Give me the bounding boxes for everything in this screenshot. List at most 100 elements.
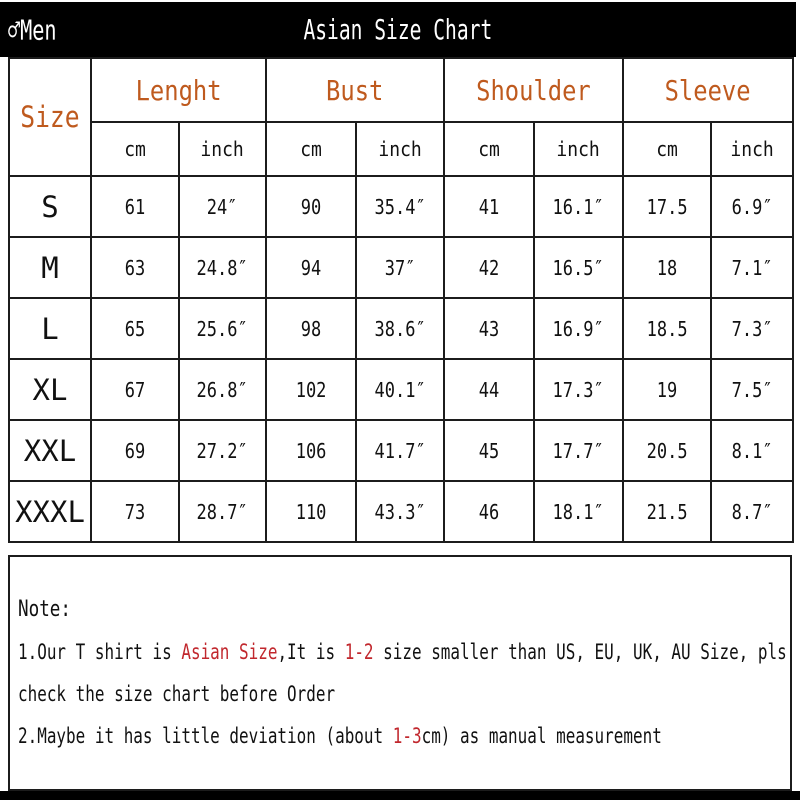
- unit-header-cm: cm: [622, 121, 713, 177]
- value-text: 27.2″: [196, 438, 249, 463]
- header-size: Size: [8, 57, 92, 177]
- note-text-segment: Asian Size: [181, 640, 278, 664]
- note-text-segment: 2.Maybe it has little deviation (about: [18, 724, 393, 748]
- header-shoulder: Shoulder: [442, 57, 625, 123]
- value-text: 17.7″: [552, 438, 605, 463]
- value-cell: 98: [265, 297, 357, 360]
- value-cell: 16.1″: [532, 175, 625, 238]
- size-cell: L: [8, 297, 92, 360]
- note-box: Note: 1.Our T shirt is Asian Size,It is …: [8, 555, 792, 791]
- size-cell: XXL: [8, 419, 92, 482]
- value-cell: 19: [622, 358, 713, 421]
- value-text: 16.9″: [552, 316, 605, 341]
- value-text: 18: [656, 255, 678, 280]
- male-icon: ♂: [8, 13, 21, 46]
- value-cell: 63: [90, 236, 180, 299]
- value-cell: 65: [90, 297, 180, 360]
- value-cell: 90: [265, 175, 357, 238]
- value-text: 7.5″: [731, 377, 773, 402]
- header-sleeve-label: Sleeve: [665, 73, 752, 107]
- men-label: Men: [20, 13, 57, 46]
- header-bust: Bust: [265, 57, 445, 123]
- value-text: 65: [124, 316, 146, 341]
- table-row: XXL 69 27.2″ 106 41.7″ 45 17.7″ 20.5 8.1″: [8, 419, 795, 482]
- value-text: 67: [124, 377, 146, 402]
- size-chart-table: Size Lenght Bust Shoulder Sleeve cm inch…: [8, 57, 795, 543]
- size-label: XXL: [23, 433, 77, 468]
- value-text: 43: [478, 316, 500, 341]
- size-cell: XXXL: [8, 480, 92, 543]
- size-label: L: [41, 311, 59, 346]
- page-title: Asian Size Chart: [303, 13, 493, 46]
- value-cell: 41.7″: [355, 419, 445, 482]
- value-text: 46: [478, 499, 500, 524]
- value-text: 8.7″: [731, 499, 773, 524]
- note-line: check the size chart before Order: [18, 673, 600, 715]
- value-cell: 44: [443, 358, 535, 421]
- header-sleeve: Sleeve: [622, 57, 795, 123]
- unit-cm-label: cm: [124, 137, 146, 161]
- value-text: 18.1″: [552, 499, 605, 524]
- value-cell: 17.3″: [532, 358, 625, 421]
- unit-cm-label: cm: [478, 137, 500, 161]
- value-cell: 21.5: [622, 480, 713, 543]
- value-text: 45: [478, 438, 500, 463]
- value-cell: 18: [622, 236, 713, 299]
- value-text: 19: [656, 377, 678, 402]
- size-label: XL: [32, 372, 68, 407]
- value-cell: 27.2″: [178, 419, 267, 482]
- note-text-segment: ,It is: [277, 640, 345, 664]
- note-text-segment: size smaller than US, EU, UK, AU Size, p…: [373, 640, 787, 664]
- value-text: 41: [478, 194, 500, 219]
- value-cell: 7.1″: [710, 236, 795, 299]
- note-heading: Note:: [18, 597, 71, 622]
- table-header-row: Size Lenght Bust Shoulder Sleeve: [8, 57, 795, 177]
- unit-header-inch: inch: [710, 121, 795, 177]
- unit-cm-label: cm: [300, 137, 322, 161]
- unit-header-cm: cm: [265, 121, 357, 177]
- unit-header-inch: inch: [532, 121, 625, 177]
- note-text-segment: check the size chart before Order: [18, 682, 336, 706]
- value-text: 106: [295, 438, 327, 463]
- value-text: 21.5: [646, 499, 688, 524]
- table-row: S 61 24″ 90 35.4″ 41 16.1″ 17.5 6.9″: [8, 175, 795, 238]
- value-cell: 43.3″: [355, 480, 445, 543]
- bottom-bar: [0, 791, 800, 800]
- value-text: 8.1″: [731, 438, 773, 463]
- note-line: 1.Our T shirt is Asian Size,It is 1-2 si…: [18, 631, 787, 673]
- value-text: 37″: [384, 255, 416, 280]
- value-text: 35.4″: [374, 194, 426, 219]
- value-cell: 16.5″: [532, 236, 625, 299]
- value-text: 41.7″: [374, 438, 426, 463]
- value-cell: 24.8″: [178, 236, 267, 299]
- value-text: 102: [295, 377, 327, 402]
- value-text: 63: [124, 255, 146, 280]
- value-cell: 7.5″: [710, 358, 795, 421]
- value-text: 90: [300, 194, 322, 219]
- value-text: 42: [478, 255, 500, 280]
- size-cell: S: [8, 175, 92, 238]
- header-length: Lenght: [90, 57, 267, 123]
- value-cell: 18.5: [622, 297, 713, 360]
- size-cell: XL: [8, 358, 92, 421]
- value-cell: 69: [90, 419, 180, 482]
- value-text: 6.9″: [731, 194, 773, 219]
- value-cell: 8.7″: [710, 480, 795, 543]
- size-label: M: [41, 250, 59, 285]
- value-cell: 35.4″: [355, 175, 445, 238]
- value-text: 73: [124, 499, 146, 524]
- value-cell: 20.5: [622, 419, 713, 482]
- unit-header-inch: inch: [178, 121, 267, 177]
- header-size-label: Size: [20, 100, 80, 134]
- value-text: 16.1″: [552, 194, 605, 219]
- unit-header-cm: cm: [90, 121, 180, 177]
- note-line: 2.Maybe it has little deviation (about 1…: [18, 715, 662, 757]
- note-text-segment: cm) as manual measurement: [421, 724, 662, 748]
- note-text-segment: 1-2: [344, 640, 374, 664]
- value-text: 61: [124, 194, 146, 219]
- value-cell: 45: [443, 419, 535, 482]
- unit-inch-label: inch: [378, 137, 422, 161]
- table-row: XL 67 26.8″ 102 40.1″ 44 17.3″ 19 7.5″: [8, 358, 795, 421]
- table-row: L 65 25.6″ 98 38.6″ 43 16.9″ 18.5 7.3″: [8, 297, 795, 360]
- value-text: 7.1″: [731, 255, 773, 280]
